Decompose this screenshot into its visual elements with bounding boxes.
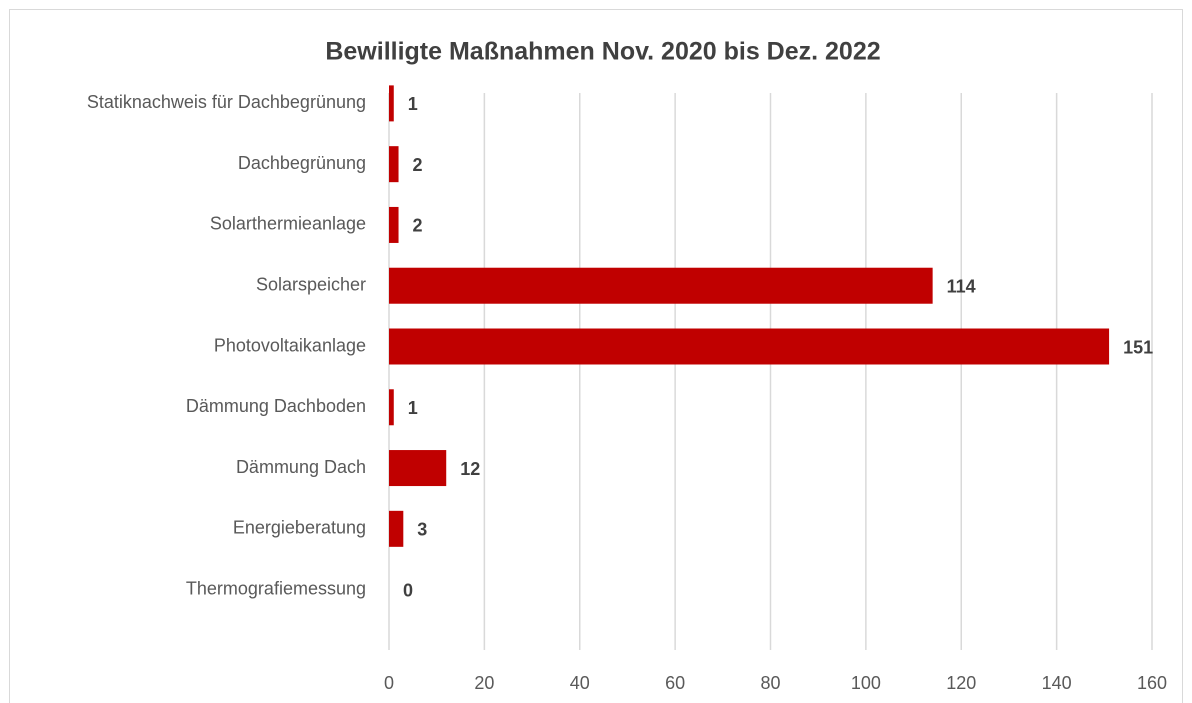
y-tick-label: Dämmung Dachboden	[186, 396, 366, 416]
bar	[389, 267, 933, 304]
value-label: 1	[408, 94, 418, 114]
bar	[389, 389, 394, 426]
value-label: 2	[413, 155, 423, 175]
x-tick-label: 140	[1042, 673, 1072, 693]
y-tick-label: Statiknachweis für Dachbegrünung	[87, 92, 366, 112]
x-tick-label: 0	[384, 673, 394, 693]
value-label: 0	[403, 580, 413, 600]
bar	[389, 146, 399, 183]
value-label: 3	[417, 520, 427, 540]
bar	[389, 328, 1110, 365]
y-tick-label: Energieberatung	[233, 518, 366, 538]
y-tick-label: Photovoltaikanlage	[214, 335, 366, 355]
y-tick-label: Solarspeicher	[256, 274, 366, 294]
x-tick-label: 100	[851, 673, 881, 693]
x-tick-label: 80	[760, 673, 780, 693]
bar	[389, 85, 394, 122]
value-label: 12	[460, 459, 480, 479]
value-label: 1	[408, 398, 418, 418]
y-tick-label: Dachbegrünung	[238, 153, 366, 173]
x-tick-label: 20	[474, 673, 494, 693]
bar	[389, 450, 447, 487]
bar	[389, 510, 404, 547]
x-tick-label: 60	[665, 673, 685, 693]
x-tick-label: 40	[570, 673, 590, 693]
value-label: 2	[413, 216, 423, 236]
y-tick-label: Solarthermieanlage	[210, 214, 366, 234]
value-label: 151	[1123, 337, 1153, 357]
chart-title: Bewilligte Maßnahmen Nov. 2020 bis Dez. …	[325, 38, 880, 66]
bar	[389, 206, 399, 243]
y-tick-label: Thermografiemessung	[186, 578, 366, 598]
value-label: 114	[947, 276, 976, 296]
y-tick-label: Dämmung Dach	[236, 457, 366, 477]
x-tick-label: 120	[946, 673, 976, 693]
x-tick-label: 160	[1137, 673, 1167, 693]
